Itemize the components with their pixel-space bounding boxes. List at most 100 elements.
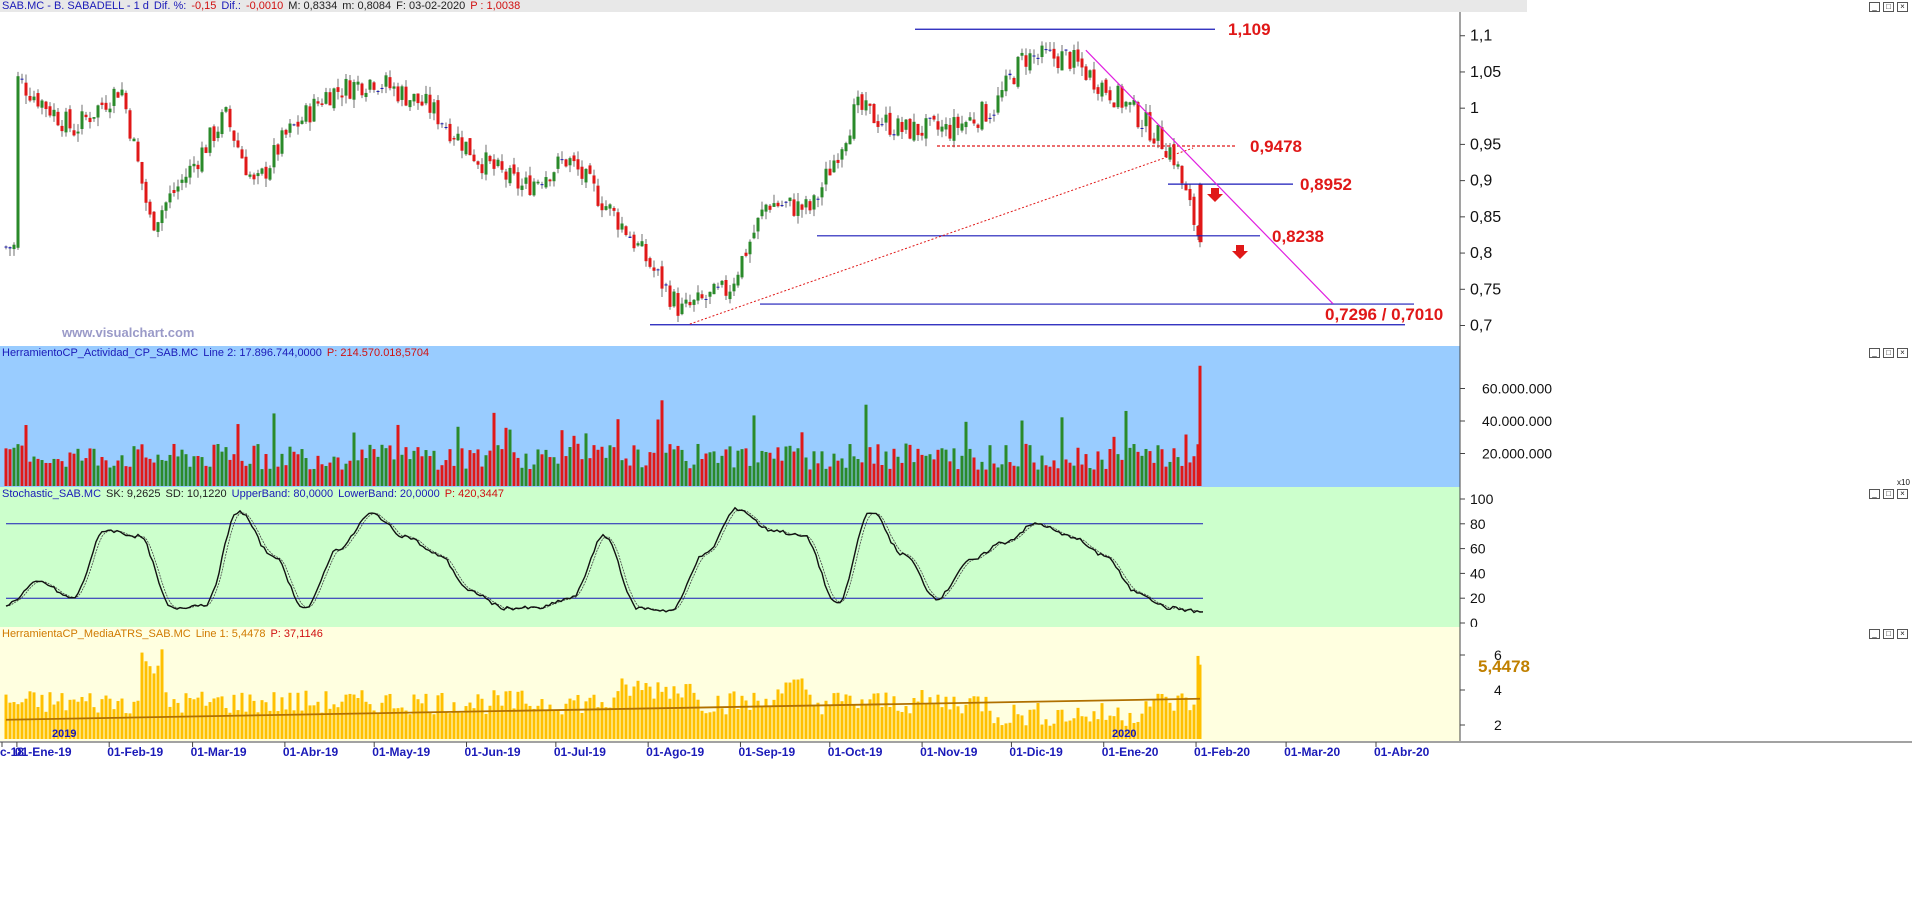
- atr-bar: [132, 701, 136, 739]
- volume-window-controls[interactable]: _ □ ×: [1869, 348, 1908, 358]
- volume-bar: [200, 457, 204, 486]
- volume-bar: [312, 468, 316, 486]
- atr-bar: [804, 689, 808, 739]
- volume-bar: [692, 464, 696, 486]
- price-candle: [392, 86, 396, 89]
- volume-tick-label: 20.000.000: [1482, 446, 1552, 462]
- price-candle: [632, 234, 636, 249]
- price-candle: [16, 76, 20, 248]
- volume-bar: [1198, 365, 1202, 486]
- price-candle: [544, 177, 548, 188]
- price-candle: [488, 155, 492, 162]
- price-candle: [792, 199, 796, 216]
- price-candle: [652, 267, 656, 271]
- volume-bar: [712, 451, 716, 486]
- atr-bar: [676, 693, 680, 739]
- price-candle: [588, 165, 592, 174]
- atr-pane-title: HerramientaCP_MediaATRS_SAB.MC Line 1: 5,…: [2, 628, 328, 640]
- year-label-2019: 2019: [52, 728, 76, 740]
- atr-bar: [496, 695, 500, 739]
- volume-bar: [208, 466, 212, 486]
- atr-bar: [156, 665, 160, 739]
- volume-bar: [256, 444, 260, 486]
- volume-bar: [716, 462, 720, 486]
- volume-bar: [176, 456, 180, 486]
- volume-bar: [1172, 448, 1176, 486]
- atr-bar: [384, 695, 388, 739]
- atr-bar: [8, 702, 12, 739]
- atr-chart[interactable]: 6 4 2 5,4478 2019 2020: [0, 627, 1912, 741]
- atr-bar: [268, 710, 272, 739]
- volume-bar: [784, 446, 788, 486]
- atr-bar: [724, 714, 728, 739]
- volume-bar: [832, 453, 836, 486]
- volume-bar: [964, 421, 968, 486]
- price-candle: [308, 106, 312, 123]
- stoch-tick-label: 20: [1470, 590, 1486, 606]
- atr-bar: [580, 712, 584, 739]
- price-candle: [280, 130, 284, 154]
- volume-bar: [900, 462, 904, 486]
- support-trendline: [689, 147, 1194, 325]
- price-candle: [312, 98, 316, 122]
- volume-bar: [400, 454, 404, 486]
- atr-bar: [756, 700, 760, 739]
- volume-bar: [336, 457, 340, 486]
- price-candle: [772, 203, 776, 207]
- price-candle: [440, 123, 444, 125]
- price-chart[interactable]: 1,1 1,05 1 0,95 0,9 0,85 0,8 0,75 0,7 1,109 0,9478…: [0, 0, 1912, 346]
- volume-bar: [1072, 465, 1076, 486]
- volume-bar: [68, 452, 72, 486]
- volume-bar: [560, 430, 564, 486]
- volume-chart[interactable]: 60.000.000 40.000.000 20.000.000 x10: [0, 346, 1912, 487]
- volume-bar: [904, 443, 908, 486]
- price-candle: [728, 291, 732, 300]
- price-candle: [628, 236, 632, 238]
- price-candle: [448, 123, 452, 142]
- price-candle: [456, 133, 460, 141]
- price-tick-label: 0,75: [1470, 281, 1501, 298]
- price-candle: [1068, 51, 1072, 69]
- volume-bar: [476, 449, 480, 486]
- volume-bar: [44, 462, 48, 486]
- volume-bar: [1112, 436, 1116, 486]
- volume-bar: [1192, 456, 1196, 486]
- atr-bar: [196, 697, 200, 739]
- volume-bar: [616, 419, 620, 486]
- price-candle: [980, 101, 984, 130]
- price-candle: [1052, 48, 1056, 59]
- price-tick-label: 0,7: [1470, 318, 1492, 335]
- atr-bar: [1060, 709, 1064, 739]
- atr-window-controls[interactable]: _ □ ×: [1869, 629, 1908, 639]
- volume-bar: [580, 459, 584, 486]
- stochastic-chart[interactable]: 100 80 60 40 20 0: [0, 487, 1912, 627]
- price-candle: [768, 205, 772, 210]
- stochastic-window-controls[interactable]: _ □ ×: [1869, 489, 1908, 499]
- volume-bar: [12, 447, 16, 486]
- volume-bar: [484, 455, 488, 486]
- atr-bar: [472, 708, 476, 739]
- price-candle: [888, 112, 892, 135]
- price-candle: [508, 167, 512, 184]
- price-candle: [1140, 127, 1144, 129]
- atr-bar: [500, 705, 504, 739]
- volume-bar: [640, 467, 644, 486]
- atr-bar: [224, 707, 228, 739]
- atr-pane: HerramientaCP_MediaATRS_SAB.MC Line 1: 5,…: [0, 627, 1912, 741]
- price-candle: [720, 280, 724, 285]
- atr-bar: [312, 705, 316, 739]
- volume-bar: [636, 449, 640, 486]
- volume-bar: [920, 454, 924, 486]
- volume-bar: [656, 419, 660, 486]
- price-candle: [276, 144, 280, 155]
- volume-bar: [296, 454, 300, 486]
- price-window-controls[interactable]: _ □ ×: [1869, 2, 1908, 12]
- atr-bar: [764, 698, 768, 739]
- volume-bar: [156, 454, 160, 486]
- atr-bar: [348, 693, 352, 739]
- price-candle: [384, 75, 388, 87]
- volume-bar: [968, 448, 972, 486]
- volume-bar: [896, 456, 900, 486]
- price-candle: [1128, 102, 1132, 105]
- price-candle: [868, 103, 872, 106]
